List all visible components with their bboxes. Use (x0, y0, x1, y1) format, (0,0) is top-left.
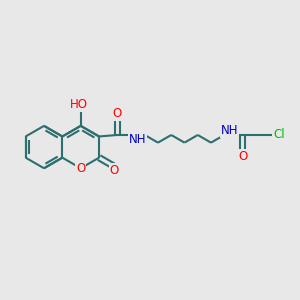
Text: Cl: Cl (273, 128, 285, 142)
Text: O: O (113, 107, 122, 120)
Text: NH: NH (129, 133, 146, 146)
Text: O: O (76, 162, 85, 175)
Text: HO: HO (70, 98, 88, 111)
Text: O: O (110, 164, 119, 176)
Text: O: O (238, 150, 248, 163)
Text: NH: NH (221, 124, 238, 137)
